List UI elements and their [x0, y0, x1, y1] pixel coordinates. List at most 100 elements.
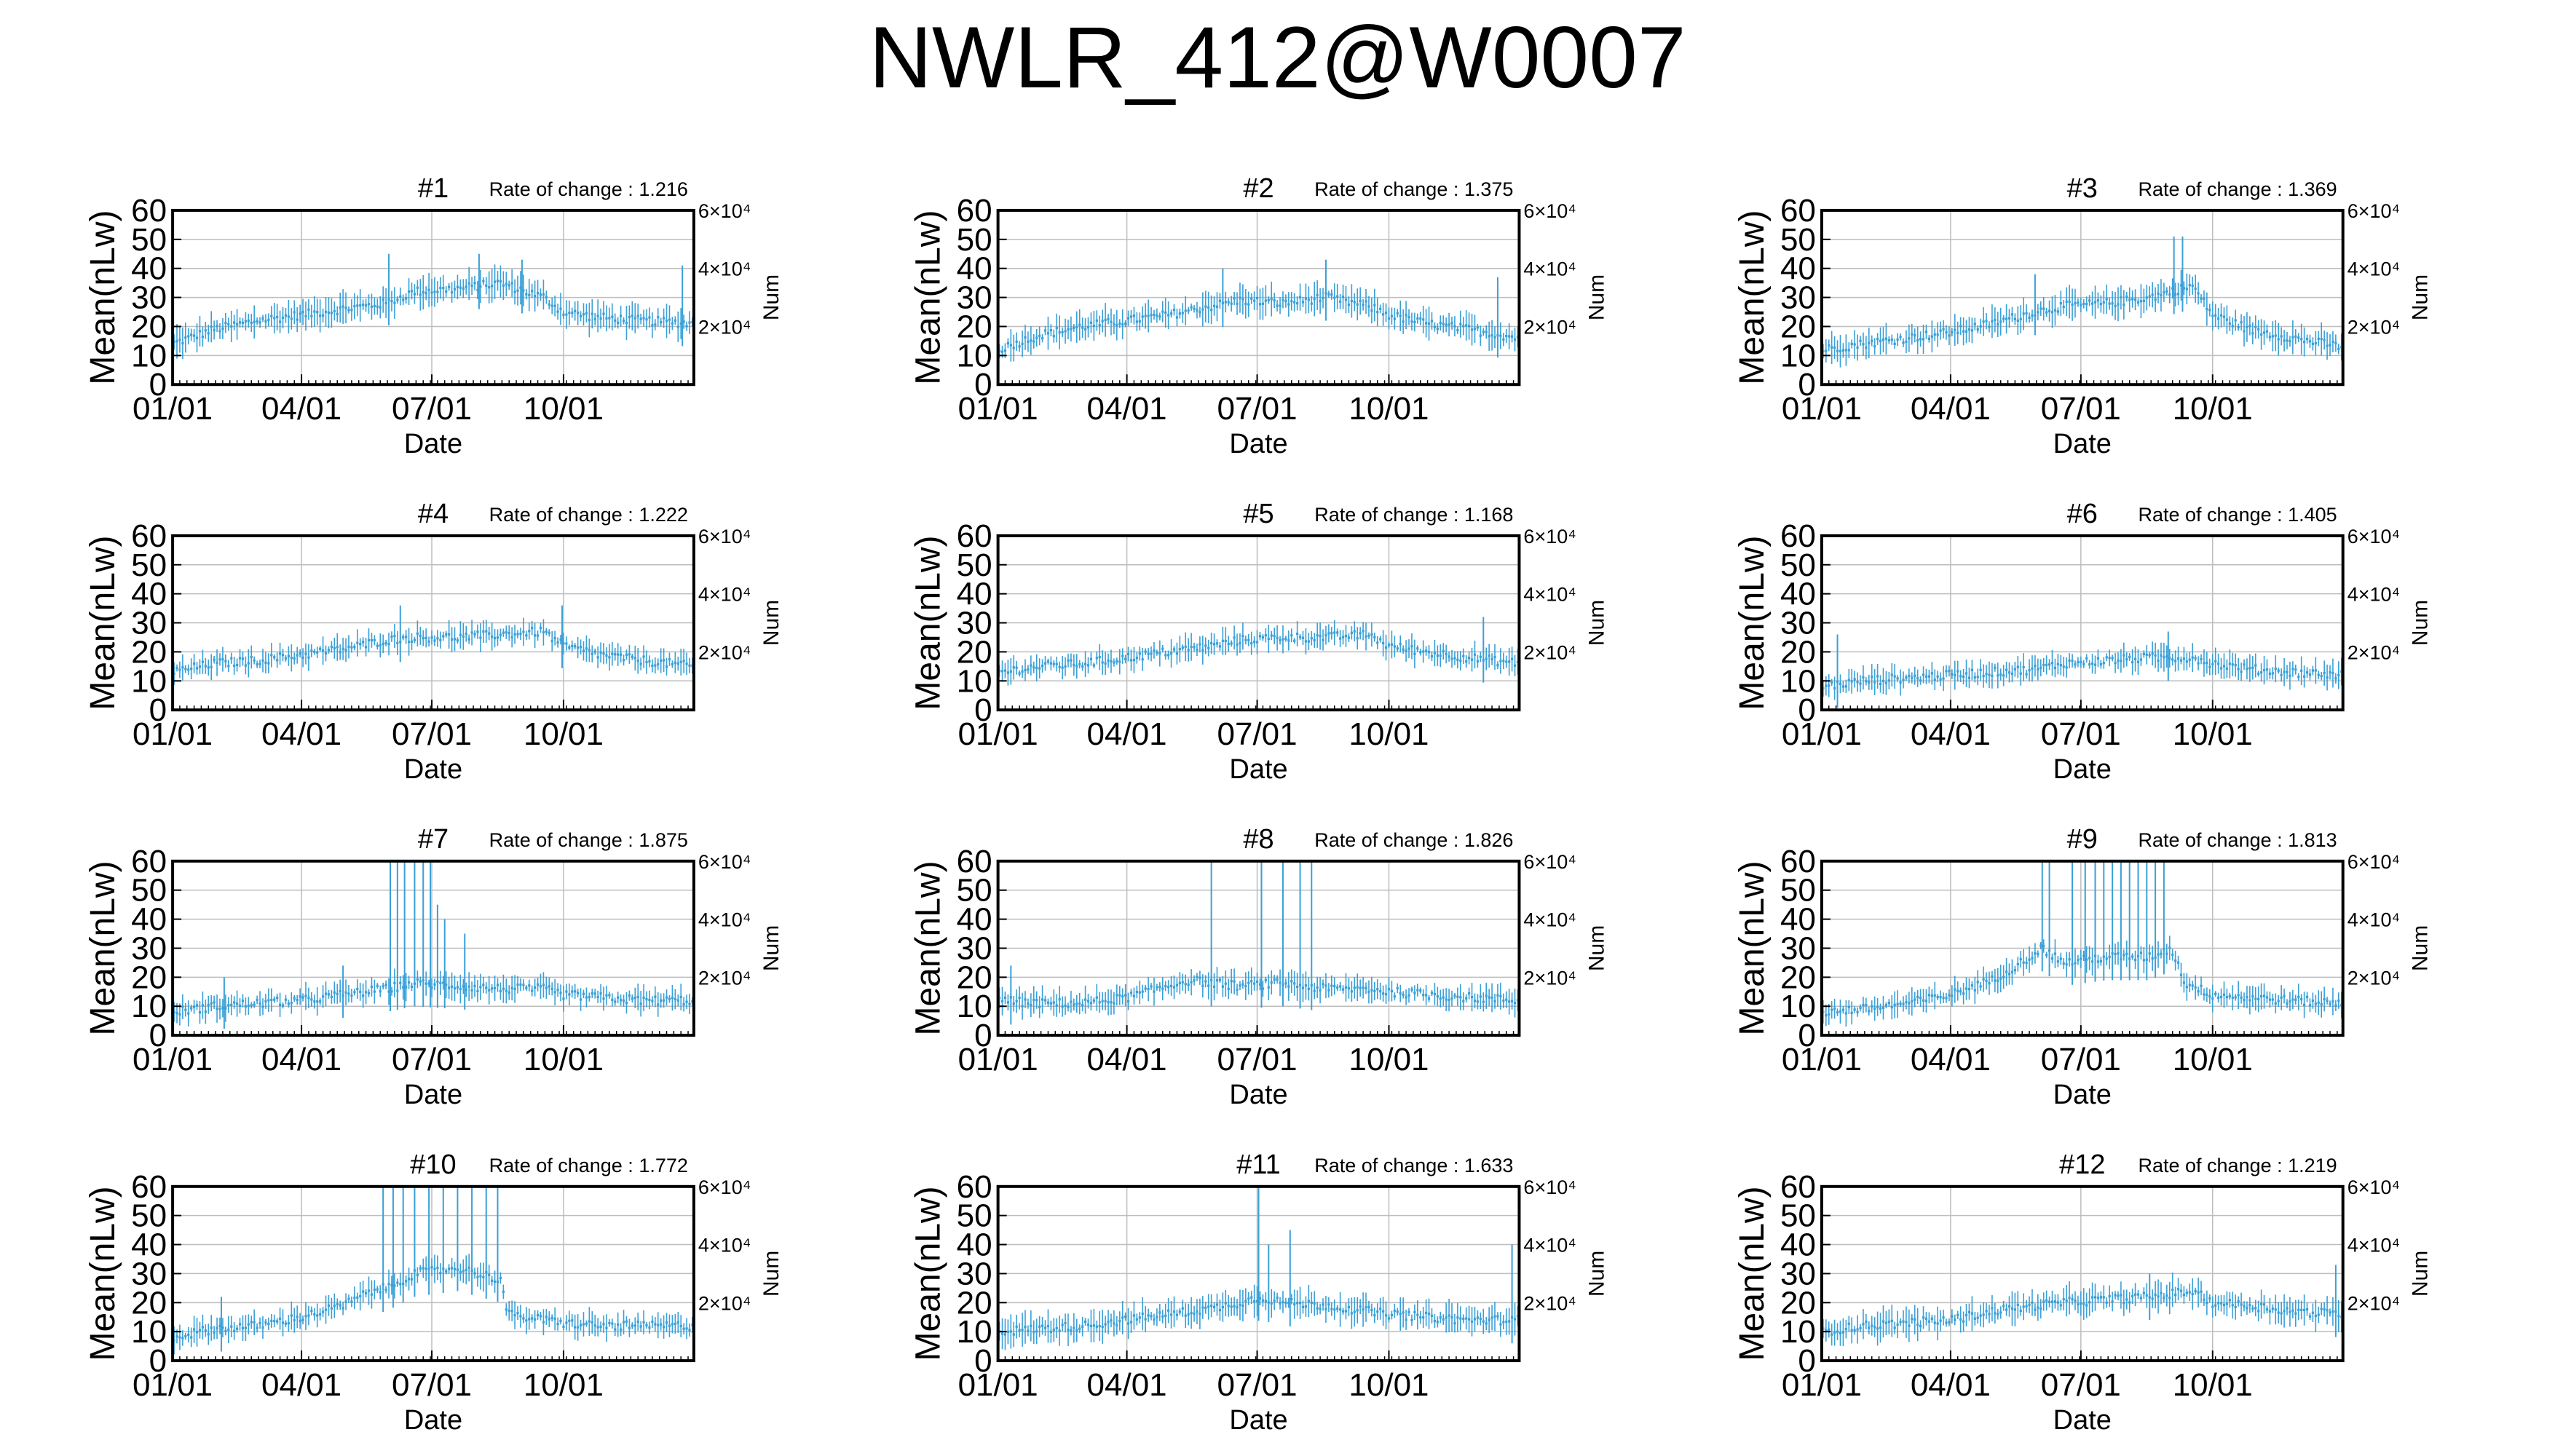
subplot-title: #10 — [410, 1150, 456, 1180]
data-point — [281, 1321, 285, 1324]
right-tick-label: 4×10⁴ — [698, 584, 751, 606]
data-point — [2019, 672, 2022, 675]
data-point — [556, 641, 559, 644]
data-point — [448, 633, 451, 636]
data-point — [1948, 670, 1951, 673]
data-point — [633, 997, 636, 1000]
data-point — [2062, 665, 2065, 668]
data-point — [1828, 684, 1831, 687]
data-point — [1000, 1332, 1004, 1335]
data-point — [2240, 321, 2243, 324]
data-point — [2254, 664, 2257, 667]
data-point — [2037, 311, 2039, 314]
data-point — [602, 1323, 605, 1326]
data-point — [2291, 998, 2294, 1001]
data-point — [1379, 307, 1382, 310]
data-point — [676, 999, 679, 1002]
x-tick-label: 01/01 — [958, 716, 1038, 752]
data-point — [1470, 658, 1474, 661]
data-point — [1287, 639, 1290, 642]
data-point — [1115, 994, 1118, 997]
data-point — [2059, 302, 2062, 305]
right-tick-label: 2×10⁴ — [698, 1292, 751, 1314]
data-point — [390, 1283, 393, 1287]
data-point — [1015, 1325, 1018, 1328]
right-tick-label: 4×10⁴ — [1523, 584, 1576, 606]
data-point — [1156, 986, 1158, 989]
data-point — [1448, 999, 1450, 1002]
data-point — [502, 1290, 505, 1293]
data-point — [1153, 1318, 1156, 1321]
data-point — [2268, 672, 2272, 676]
data-point — [1009, 670, 1012, 673]
data-point — [1121, 995, 1124, 998]
x-tick-label: 01/01 — [958, 391, 1038, 427]
data-point — [2005, 970, 2008, 973]
right-tick-label: 2×10⁴ — [2347, 967, 2400, 989]
data-point — [1078, 1002, 1081, 1005]
data-point — [2294, 335, 2297, 338]
data-point — [625, 322, 628, 325]
data-point — [2297, 676, 2300, 678]
data-point — [1839, 1010, 1842, 1013]
data-point — [654, 323, 657, 326]
data-point — [2219, 314, 2223, 317]
data-point — [679, 995, 682, 999]
data-point — [293, 311, 296, 314]
data-point — [1298, 636, 1302, 638]
data-point — [1505, 998, 1508, 1001]
data-point — [359, 304, 362, 307]
y-tick-label: 60 — [131, 1169, 167, 1205]
right-tick-label: 6×10⁴ — [1523, 526, 1576, 547]
y-tick-label: 10 — [957, 338, 992, 373]
data-point — [1092, 999, 1095, 1002]
data-point — [539, 293, 542, 296]
x-axis-label: Date — [1229, 429, 1287, 459]
data-point — [1126, 1000, 1130, 1003]
data-point — [660, 659, 663, 662]
data-point — [1030, 664, 1032, 667]
data-point — [522, 984, 525, 986]
data-point — [2271, 998, 2274, 1001]
data-point — [1078, 323, 1081, 326]
data-point — [2274, 1002, 2277, 1005]
data-point — [1356, 637, 1359, 640]
data-point — [550, 640, 553, 643]
data-point — [1181, 646, 1184, 649]
data-point — [396, 1281, 399, 1284]
data-point — [1046, 660, 1050, 663]
data-point — [1218, 299, 1222, 302]
data-point — [1092, 1324, 1095, 1327]
data-point — [1081, 1004, 1084, 1007]
data-point — [362, 1290, 365, 1293]
data-point — [534, 986, 537, 989]
data-point — [2077, 660, 2080, 664]
data-point — [1247, 303, 1250, 306]
data-point — [267, 318, 270, 322]
data-point — [2117, 303, 2120, 306]
data-point — [1067, 328, 1070, 331]
data-point — [2251, 332, 2254, 335]
data-point — [2148, 654, 2151, 657]
data-point — [1175, 652, 1179, 655]
right-tick-label: 6×10⁴ — [2347, 200, 2400, 222]
data-point — [1030, 1324, 1032, 1327]
data-point — [1473, 653, 1477, 656]
data-point — [482, 984, 485, 986]
y-tick-label: 20 — [131, 1285, 167, 1321]
data-point — [1147, 314, 1150, 317]
data-point — [2188, 284, 2191, 287]
data-point — [1319, 299, 1322, 303]
data-point — [2208, 995, 2211, 998]
data-point — [299, 652, 301, 655]
data-point — [528, 630, 531, 633]
data-point — [1273, 635, 1276, 638]
data-point — [662, 1326, 666, 1329]
data-point — [2194, 657, 2197, 660]
data-point — [688, 1002, 691, 1005]
y2-axis-label: Num — [2409, 925, 2433, 971]
data-point — [1221, 985, 1224, 988]
data-point — [1279, 304, 1282, 307]
data-point — [1490, 333, 1493, 337]
data-point — [1261, 636, 1265, 639]
